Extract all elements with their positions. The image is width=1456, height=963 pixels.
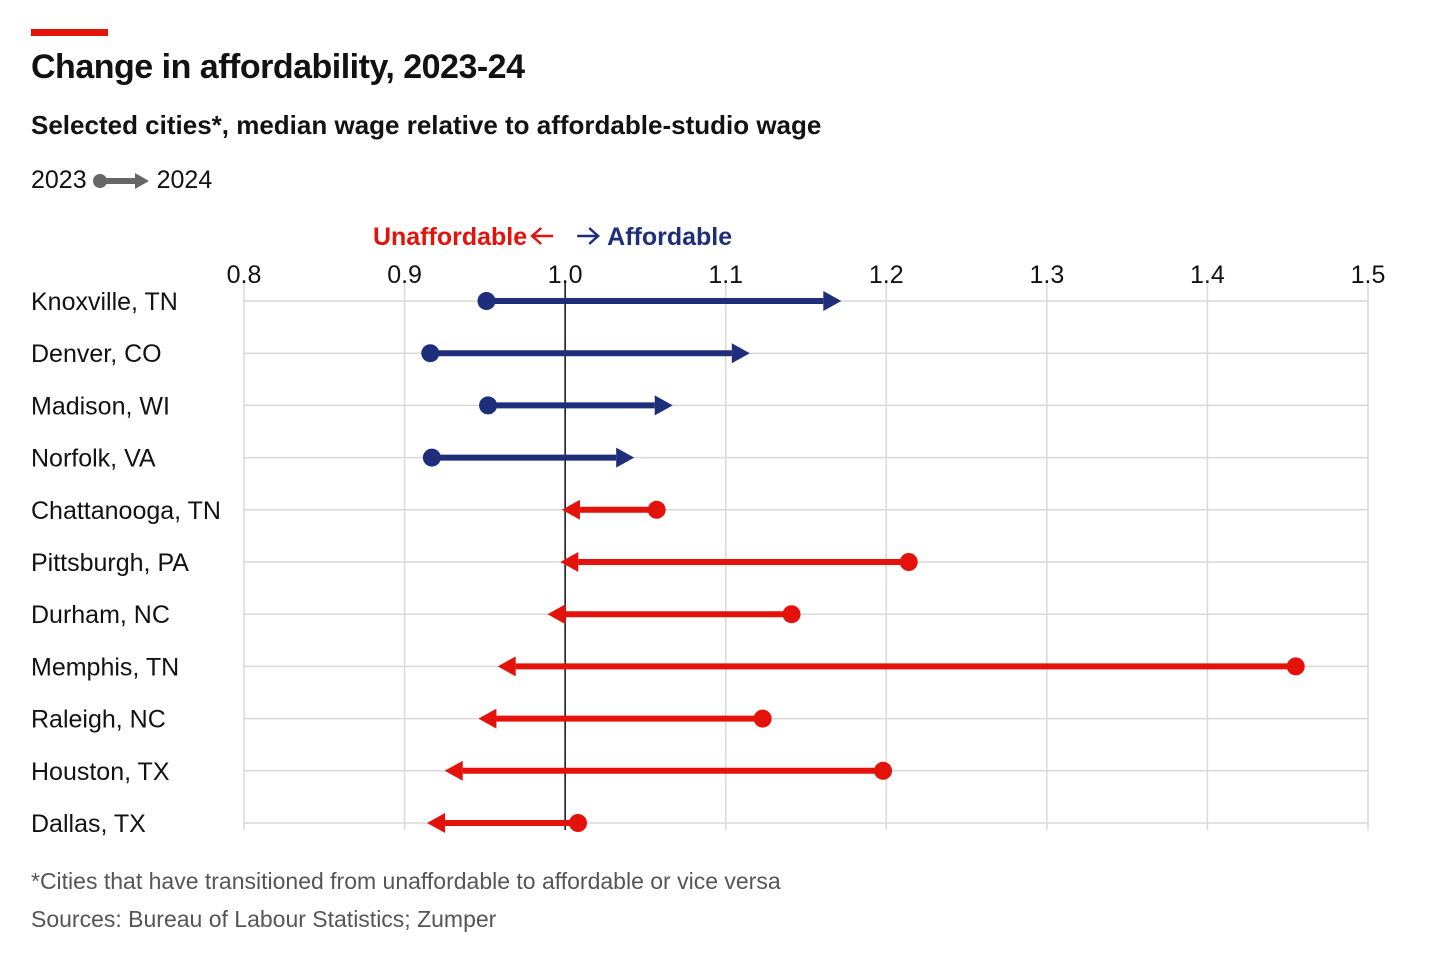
source-note: Sources: Bureau of Labour Statistics; Zu…	[31, 906, 497, 932]
city-label: Madison, WI	[31, 392, 170, 420]
start-dot-2023	[422, 448, 441, 467]
start-dot-2023	[647, 500, 666, 519]
city-label: Raleigh, NC	[31, 706, 166, 734]
unaffordable-label: Unaffordable	[373, 223, 527, 251]
start-dot-2023	[753, 709, 772, 728]
arrow-head	[731, 343, 750, 364]
start-dot-2023	[568, 814, 587, 832]
arrow-head	[444, 760, 463, 781]
city-label: Norfolk, VA	[31, 445, 156, 473]
x-tick-label: 0.9	[387, 261, 422, 289]
city-label: Durham, NC	[31, 601, 170, 629]
start-dot-2023	[782, 605, 801, 624]
start-dot-2023	[899, 553, 918, 571]
start-dot-2023	[479, 396, 498, 415]
x-tick-label: 1.3	[1029, 261, 1064, 289]
start-dot-2023	[874, 761, 893, 780]
arrow-head	[561, 499, 580, 520]
city-label: Knoxville, TN	[31, 288, 178, 316]
legend: 2023 2024	[31, 166, 212, 195]
chart-subtitle: Selected cities*, median wage relative t…	[31, 110, 822, 140]
legend-start-label: 2023	[31, 166, 87, 194]
start-dot-2023	[1286, 657, 1305, 676]
arrow-head	[823, 291, 842, 311]
affordable-label: Affordable	[607, 223, 732, 251]
arrow-head	[478, 708, 497, 729]
city-label: Chattanooga, TN	[31, 497, 221, 525]
chart-title: Change in affordability, 2023-24	[31, 48, 525, 86]
accent-bar	[31, 29, 108, 36]
city-label: Houston, TX	[31, 758, 170, 786]
arrow-head	[427, 813, 446, 833]
arrow-head	[654, 395, 673, 416]
arrow-head	[616, 447, 635, 468]
arrow-left-icon	[530, 227, 554, 245]
city-label: Dallas, TX	[31, 810, 146, 838]
start-dot-2023	[421, 344, 440, 363]
arrow-head	[560, 552, 579, 572]
city-label: Memphis, TN	[31, 653, 179, 681]
x-tick-label: 0.8	[227, 261, 262, 289]
arrow-head	[497, 656, 516, 677]
x-tick-label: 1.4	[1190, 261, 1225, 289]
footnote: *Cities that have transitioned from unaf…	[31, 868, 781, 894]
start-dot-2023	[477, 292, 496, 310]
city-label: Pittsburgh, PA	[31, 549, 189, 577]
arrow-head	[547, 604, 566, 625]
arrow-right-icon	[577, 227, 601, 245]
legend-arrow-icon	[92, 172, 149, 189]
legend-end-label: 2024	[156, 166, 213, 194]
x-tick-label: 1.2	[869, 261, 904, 289]
x-tick-label: 1.5	[1351, 261, 1386, 289]
city-label: Denver, CO	[31, 340, 162, 368]
x-tick-label: 1.1	[708, 261, 743, 289]
